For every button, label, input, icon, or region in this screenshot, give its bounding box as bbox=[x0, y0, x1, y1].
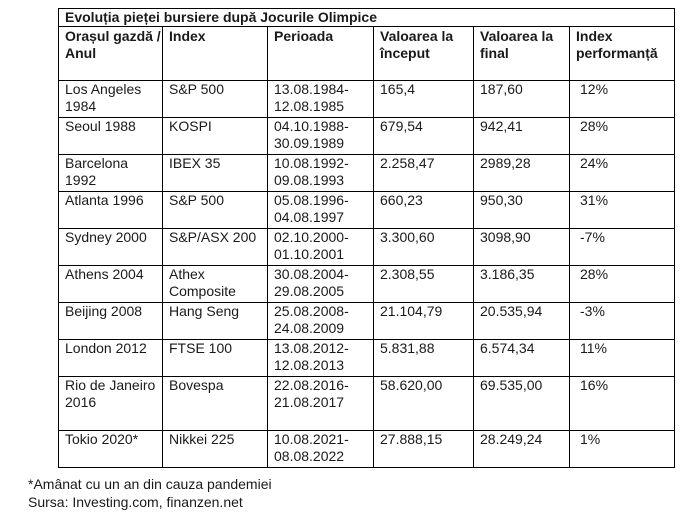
cell-start-value: 27.888,15 bbox=[373, 430, 474, 468]
cell-city: London 2012 bbox=[58, 339, 163, 377]
cell-performance: -3% bbox=[568, 302, 676, 340]
cell-index: IBEX 35 bbox=[162, 154, 268, 192]
cell-end-value: 6.574,34 bbox=[473, 339, 570, 377]
cell-city: Barcelona 1992 bbox=[58, 154, 163, 192]
cell-index: Nikkei 225 bbox=[162, 430, 268, 468]
cell-period: 10.08.1992-09.08.1993 bbox=[267, 154, 374, 192]
header-index: Index bbox=[162, 26, 268, 81]
cell-index: Hang Seng bbox=[162, 302, 268, 340]
cell-end-value: 942,41 bbox=[473, 117, 570, 155]
cell-city: Seoul 1988 bbox=[58, 117, 163, 155]
cell-period: 05.08.1996-04.08.1997 bbox=[267, 191, 374, 229]
source-line: Sursa: Investing.com, finanzen.net bbox=[28, 494, 243, 510]
cell-period: 13.08.2012-12.08.2013 bbox=[267, 339, 374, 377]
cell-period: 10.08.2021-08.08.2022 bbox=[267, 430, 374, 468]
cell-start-value: 21.104,79 bbox=[373, 302, 474, 340]
cell-city: Rio de Janeiro 2016 bbox=[58, 376, 163, 431]
header-period: Perioada bbox=[267, 26, 374, 81]
cell-city: Atlanta 1996 bbox=[58, 191, 163, 229]
olympics-market-table: Evoluția pieței bursiere după Jocurile O… bbox=[57, 8, 676, 468]
cell-end-value: 950,30 bbox=[473, 191, 570, 229]
cell-performance: 28% bbox=[568, 265, 676, 303]
header-performance: Index performanță bbox=[568, 26, 676, 81]
cell-index: Athex Composite bbox=[162, 265, 268, 303]
footnote: *Amânat cu un an din cauza pandemiei bbox=[28, 476, 272, 492]
cell-start-value: 679,54 bbox=[373, 117, 474, 155]
cell-start-value: 3.300,60 bbox=[373, 228, 474, 266]
cell-city: Athens 2004 bbox=[58, 265, 163, 303]
cell-city: Los Angeles 1984 bbox=[58, 80, 163, 118]
cell-end-value: 187,60 bbox=[473, 80, 570, 118]
table-row: Seoul 1988 KOSPI 04.10.1988-30.09.1989 679,… bbox=[58, 117, 676, 155]
cell-period: 22.08.2016-21.08.2017 bbox=[267, 376, 374, 431]
cell-start-value: 660,23 bbox=[373, 191, 474, 229]
cell-end-value: 28.249,24 bbox=[473, 430, 570, 468]
cell-start-value: 58.620,00 bbox=[373, 376, 474, 431]
table-row: Atlanta 1996 S&P 500 05.08.1996-04.08.1997… bbox=[58, 191, 676, 229]
header-end-value: Valoarea la final bbox=[473, 26, 570, 81]
table-row: Athens 2004 Athex Composite 30.08.2004-29.… bbox=[58, 265, 676, 303]
cell-period: 02.10.2000-01.10.2001 bbox=[267, 228, 374, 266]
table-row: Beijing 2008 Hang Seng 25.08.2008-24.08.20… bbox=[58, 302, 676, 340]
table-title: Evoluția pieței bursiere după Jocurile O… bbox=[57, 8, 676, 27]
cell-performance: 16% bbox=[568, 376, 676, 431]
cell-city: Tokio 2020* bbox=[58, 430, 163, 468]
cell-index: S&P 500 bbox=[162, 191, 268, 229]
cell-period: 13.08.1984-12.08.1985 bbox=[267, 80, 374, 118]
cell-start-value: 2.308,55 bbox=[373, 265, 474, 303]
cell-performance: 24% bbox=[568, 154, 676, 192]
cell-performance: -7% bbox=[568, 228, 676, 266]
cell-start-value: 165,4 bbox=[373, 80, 474, 118]
cell-index: S&P/ASX 200 bbox=[162, 228, 268, 266]
cell-end-value: 20.535,94 bbox=[473, 302, 570, 340]
cell-index: FTSE 100 bbox=[162, 339, 268, 377]
cell-period: 04.10.1988-30.09.1989 bbox=[267, 117, 374, 155]
table-row: Tokio 2020* Nikkei 225 10.08.2021-08.08.20… bbox=[58, 430, 676, 468]
table-row: Los Angeles 1984 S&P 500 13.08.1984-12.08.… bbox=[58, 80, 676, 118]
cell-end-value: 3098,90 bbox=[473, 228, 570, 266]
cell-index: S&P 500 bbox=[162, 80, 268, 118]
header-start-value: Valoarea la început bbox=[373, 26, 474, 81]
cell-performance: 12% bbox=[568, 80, 676, 118]
table-row: London 2012 FTSE 100 13.08.2012-12.08.2013… bbox=[58, 339, 676, 377]
table-row: Rio de Janeiro 2016 Bovespa 22.08.2016-21.… bbox=[58, 376, 676, 431]
cell-city: Beijing 2008 bbox=[58, 302, 163, 340]
notes: *Amânat cu un an din cauza pandemiei Sur… bbox=[28, 475, 272, 511]
cell-city: Sydney 2000 bbox=[58, 228, 163, 266]
cell-start-value: 5.831,88 bbox=[373, 339, 474, 377]
market-table-container: Evoluția pieței bursiere după Jocurile O… bbox=[57, 8, 676, 468]
header-row: Orașul gazdă / Anul Index Perioada Valoa… bbox=[58, 26, 676, 81]
cell-period: 25.08.2008-24.08.2009 bbox=[267, 302, 374, 340]
cell-performance: 28% bbox=[568, 117, 676, 155]
cell-performance: 1% bbox=[568, 430, 676, 468]
cell-index: KOSPI bbox=[162, 117, 268, 155]
cell-end-value: 69.535,00 bbox=[473, 376, 570, 431]
cell-end-value: 3.186,35 bbox=[473, 265, 570, 303]
cell-start-value: 2.258,47 bbox=[373, 154, 474, 192]
table-row: Sydney 2000 S&P/ASX 200 02.10.2000-01.10.2… bbox=[58, 228, 676, 266]
header-city: Orașul gazdă / Anul bbox=[58, 26, 163, 81]
table-row: Barcelona 1992 IBEX 35 10.08.1992-09.08.19… bbox=[58, 154, 676, 192]
cell-index: Bovespa bbox=[162, 376, 268, 431]
cell-performance: 11% bbox=[568, 339, 676, 377]
cell-period: 30.08.2004-29.08.2005 bbox=[267, 265, 374, 303]
cell-performance: 31% bbox=[568, 191, 676, 229]
cell-end-value: 2989,28 bbox=[473, 154, 570, 192]
